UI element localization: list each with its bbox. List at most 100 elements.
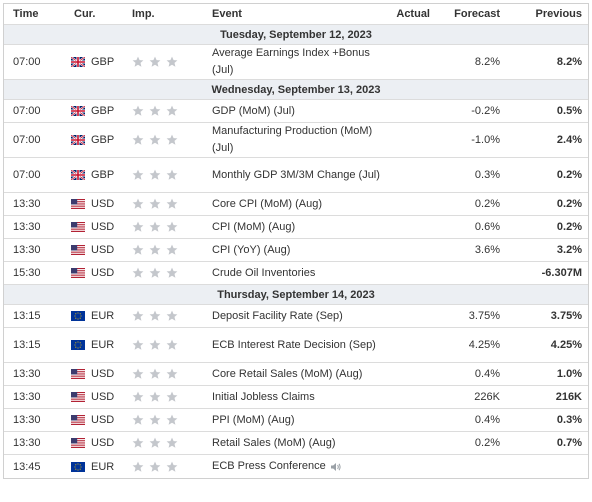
event-name[interactable]: Monthly GDP 3M/3M Change (Jul) xyxy=(212,168,380,181)
star-icon xyxy=(132,437,144,449)
event-row[interactable]: 13:30 USD Core CPI (MoM) (Aug) 0.2% 0.2% xyxy=(4,193,588,216)
header-actual[interactable]: Actual xyxy=(396,8,430,20)
importance-rating xyxy=(130,105,212,117)
us-flag-icon xyxy=(71,222,85,232)
star-icon xyxy=(149,368,161,380)
event-row[interactable]: 13:45 EUR ECB Press Conference xyxy=(4,455,588,478)
currency-code: GBP xyxy=(91,105,115,117)
event-time: 07:00 xyxy=(13,134,41,146)
uk-flag-icon xyxy=(71,57,85,67)
event-forecast: 3.75% xyxy=(468,310,500,322)
currency-code: USD xyxy=(91,267,115,279)
event-name[interactable]: Initial Jobless Claims xyxy=(212,390,315,403)
event-name[interactable]: CPI (YoY) (Aug) xyxy=(212,243,291,256)
event-name[interactable]: Deposit Facility Rate (Sep) xyxy=(212,309,343,322)
event-previous: 3.75% xyxy=(550,310,582,322)
star-icon xyxy=(132,339,144,351)
event-previous: 0.2% xyxy=(556,221,582,233)
event-previous: 216K xyxy=(555,391,582,403)
event-name[interactable]: Crude Oil Inventories xyxy=(212,266,316,279)
uk-flag-icon xyxy=(71,106,85,116)
event-forecast: 4.25% xyxy=(468,339,500,351)
event-row[interactable]: 07:00 GBP Monthly GDP 3M/3M Change (Jul)… xyxy=(4,158,588,193)
currency-code: USD xyxy=(91,221,115,233)
date-row: Wednesday, September 13, 2023 xyxy=(4,80,588,100)
event-name[interactable]: Manufacturing Production (MoM) (Jul) xyxy=(212,125,373,154)
event-row[interactable]: 13:30 USD PPI (MoM) (Aug) 0.4% 0.3% xyxy=(4,409,588,432)
event-row[interactable]: 13:15 EUR Deposit Facility Rate (Sep) 3.… xyxy=(4,305,588,328)
currency-code: GBP xyxy=(91,56,115,68)
event-time: 13:30 xyxy=(13,221,41,233)
currency-code: USD xyxy=(91,437,115,449)
header-currency[interactable]: Cur. xyxy=(74,8,96,20)
event-name[interactable]: Average Earnings Index +Bonus (Jul) xyxy=(212,47,370,76)
uk-flag-icon xyxy=(71,170,85,180)
event-previous: 0.2% xyxy=(556,198,582,210)
event-time: 13:15 xyxy=(13,310,41,322)
star-icon xyxy=(149,414,161,426)
event-name[interactable]: ECB Interest Rate Decision (Sep) xyxy=(212,338,376,351)
star-icon xyxy=(149,244,161,256)
star-icon xyxy=(132,391,144,403)
star-icon xyxy=(166,134,178,146)
speaker-icon[interactable] xyxy=(330,462,342,472)
star-icon xyxy=(132,368,144,380)
star-icon xyxy=(149,56,161,68)
star-icon xyxy=(166,368,178,380)
economic-calendar-table: Time Cur. Imp. Event Actual Forecast Pre… xyxy=(3,3,589,479)
event-currency: GBP xyxy=(54,134,130,146)
header-forecast[interactable]: Forecast xyxy=(454,8,500,20)
event-row[interactable]: 13:30 USD CPI (YoY) (Aug) 3.6% 3.2% xyxy=(4,239,588,262)
importance-rating xyxy=(130,414,212,426)
event-time: 13:30 xyxy=(13,414,41,426)
header-event[interactable]: Event xyxy=(212,7,242,20)
event-row[interactable]: 07:00 GBP Manufacturing Production (MoM)… xyxy=(4,123,588,158)
event-name[interactable]: PPI (MoM) (Aug) xyxy=(212,413,295,426)
event-row[interactable]: 15:30 USD Crude Oil Inventories -6.307M xyxy=(4,262,588,285)
event-row[interactable]: 13:30 USD Retail Sales (MoM) (Aug) 0.2% … xyxy=(4,432,588,455)
eu-flag-icon xyxy=(71,340,85,350)
header-importance[interactable]: Imp. xyxy=(132,8,155,20)
event-forecast: 0.4% xyxy=(474,414,500,426)
event-previous: 8.2% xyxy=(556,56,582,68)
event-currency: USD xyxy=(54,267,130,279)
event-previous: 0.2% xyxy=(556,169,582,181)
currency-code: EUR xyxy=(91,310,115,322)
star-icon xyxy=(149,169,161,181)
event-name-cell: ECB Press Conference xyxy=(212,458,384,475)
event-currency: USD xyxy=(54,368,130,380)
event-previous: 1.0% xyxy=(556,368,582,380)
event-name[interactable]: Core CPI (MoM) (Aug) xyxy=(212,197,323,210)
event-currency: EUR xyxy=(54,339,130,351)
event-name[interactable]: CPI (MoM) (Aug) xyxy=(212,220,296,233)
event-name[interactable]: GDP (MoM) (Jul) xyxy=(212,104,295,117)
event-forecast: 3.6% xyxy=(474,244,500,256)
header-previous[interactable]: Previous xyxy=(535,8,582,20)
event-name[interactable]: Retail Sales (MoM) (Aug) xyxy=(212,436,336,449)
star-icon xyxy=(166,310,178,322)
event-row[interactable]: 07:00 GBP Average Earnings Index +Bonus … xyxy=(4,45,588,80)
event-name[interactable]: Core Retail Sales (MoM) (Aug) xyxy=(212,367,363,380)
star-icon xyxy=(149,461,161,473)
star-icon xyxy=(132,244,144,256)
event-name[interactable]: ECB Press Conference xyxy=(212,460,326,472)
event-row[interactable]: 13:30 USD CPI (MoM) (Aug) 0.6% 0.2% xyxy=(4,216,588,239)
importance-rating xyxy=(130,244,212,256)
event-row[interactable]: 13:30 USD Initial Jobless Claims 226K 21… xyxy=(4,386,588,409)
star-icon xyxy=(132,134,144,146)
star-icon xyxy=(132,267,144,279)
header-time[interactable]: Time xyxy=(13,8,39,20)
event-previous: 0.5% xyxy=(556,105,582,117)
event-currency: USD xyxy=(54,391,130,403)
star-icon xyxy=(149,105,161,117)
star-icon xyxy=(149,391,161,403)
event-row[interactable]: 13:30 USD Core Retail Sales (MoM) (Aug) … xyxy=(4,363,588,386)
event-time: 07:00 xyxy=(13,56,41,68)
event-time: 13:30 xyxy=(13,437,41,449)
importance-rating xyxy=(130,56,212,68)
star-icon xyxy=(166,461,178,473)
event-currency: USD xyxy=(54,198,130,210)
event-row[interactable]: 07:00 GBP GDP (MoM) (Jul) -0.2% 0.5% xyxy=(4,100,588,123)
event-currency: USD xyxy=(54,221,130,233)
event-row[interactable]: 13:15 EUR ECB Interest Rate Decision (Se… xyxy=(4,328,588,363)
